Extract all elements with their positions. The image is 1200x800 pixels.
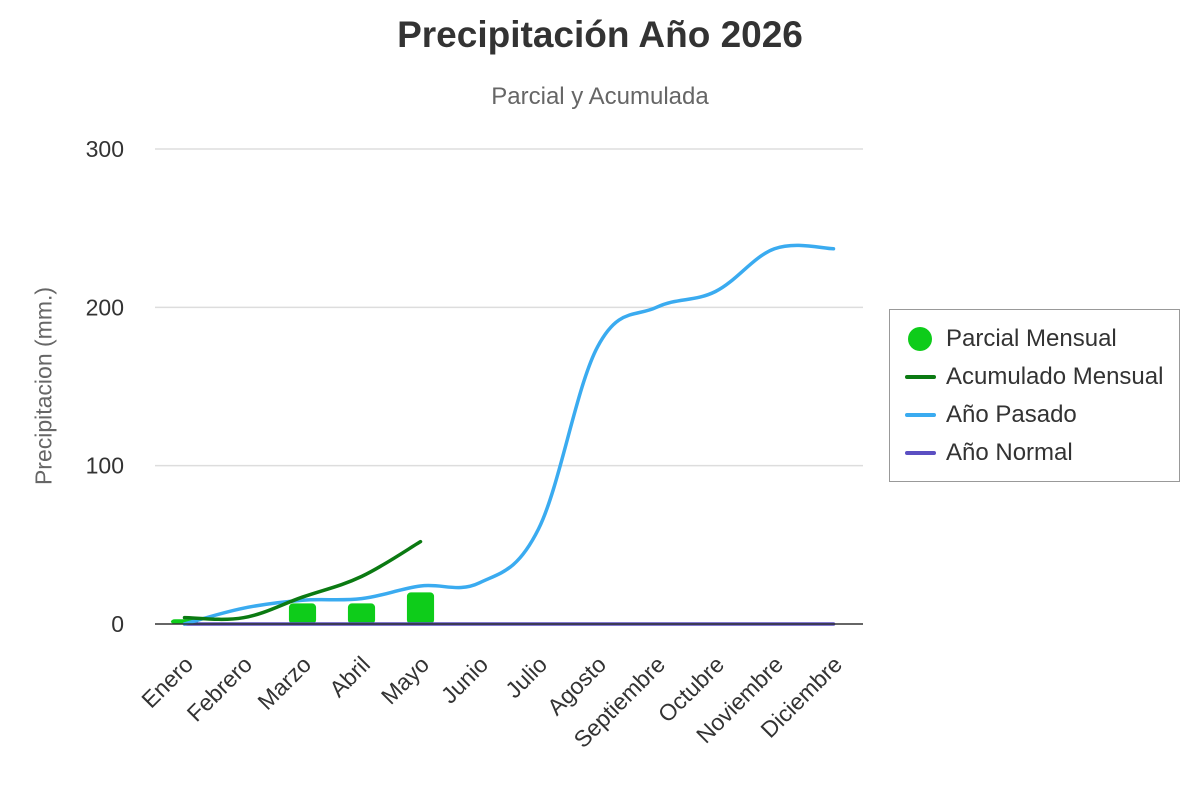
legend: Parcial Mensual Acumulado Mensual Año Pasa… — [889, 309, 1180, 482]
legend-dot-icon — [904, 324, 938, 354]
bar — [288, 603, 317, 624]
series-line — [182, 539, 423, 622]
legend-item: Parcial Mensual — [904, 324, 1117, 354]
y-tick-label: 300 — [86, 136, 124, 162]
x-tick-label: Marzo — [252, 651, 316, 715]
legend-line-icon — [904, 400, 938, 430]
x-tick-label: Junio — [436, 651, 493, 708]
legend-label: Acumulado Mensual — [946, 363, 1164, 390]
y-tick-label: 100 — [86, 453, 124, 479]
legend-item: Año Normal — [904, 438, 1073, 468]
bar — [406, 592, 435, 624]
legend-line-icon — [904, 362, 938, 392]
legend-line-icon — [904, 438, 938, 468]
x-tick-label: Abril — [324, 651, 375, 702]
legend-label: Año Pasado — [946, 401, 1077, 428]
chart-title: Precipitación Año 2026 — [397, 14, 803, 55]
legend-label: Parcial Mensual — [946, 325, 1117, 352]
legend-item: Año Pasado — [904, 400, 1077, 430]
chart-subtitle: Parcial y Acumulada — [491, 83, 709, 110]
x-tick-label: Julio — [500, 651, 552, 703]
legend-item: Acumulado Mensual — [904, 362, 1163, 392]
x-tick-label: Mayo — [376, 651, 434, 709]
y-tick-label: 0 — [111, 611, 124, 637]
bar — [347, 603, 376, 624]
legend-label: Año Normal — [946, 439, 1073, 466]
x-tick-label: Febrero — [182, 651, 257, 726]
series-line — [182, 243, 836, 626]
y-tick-label: 200 — [86, 294, 124, 320]
